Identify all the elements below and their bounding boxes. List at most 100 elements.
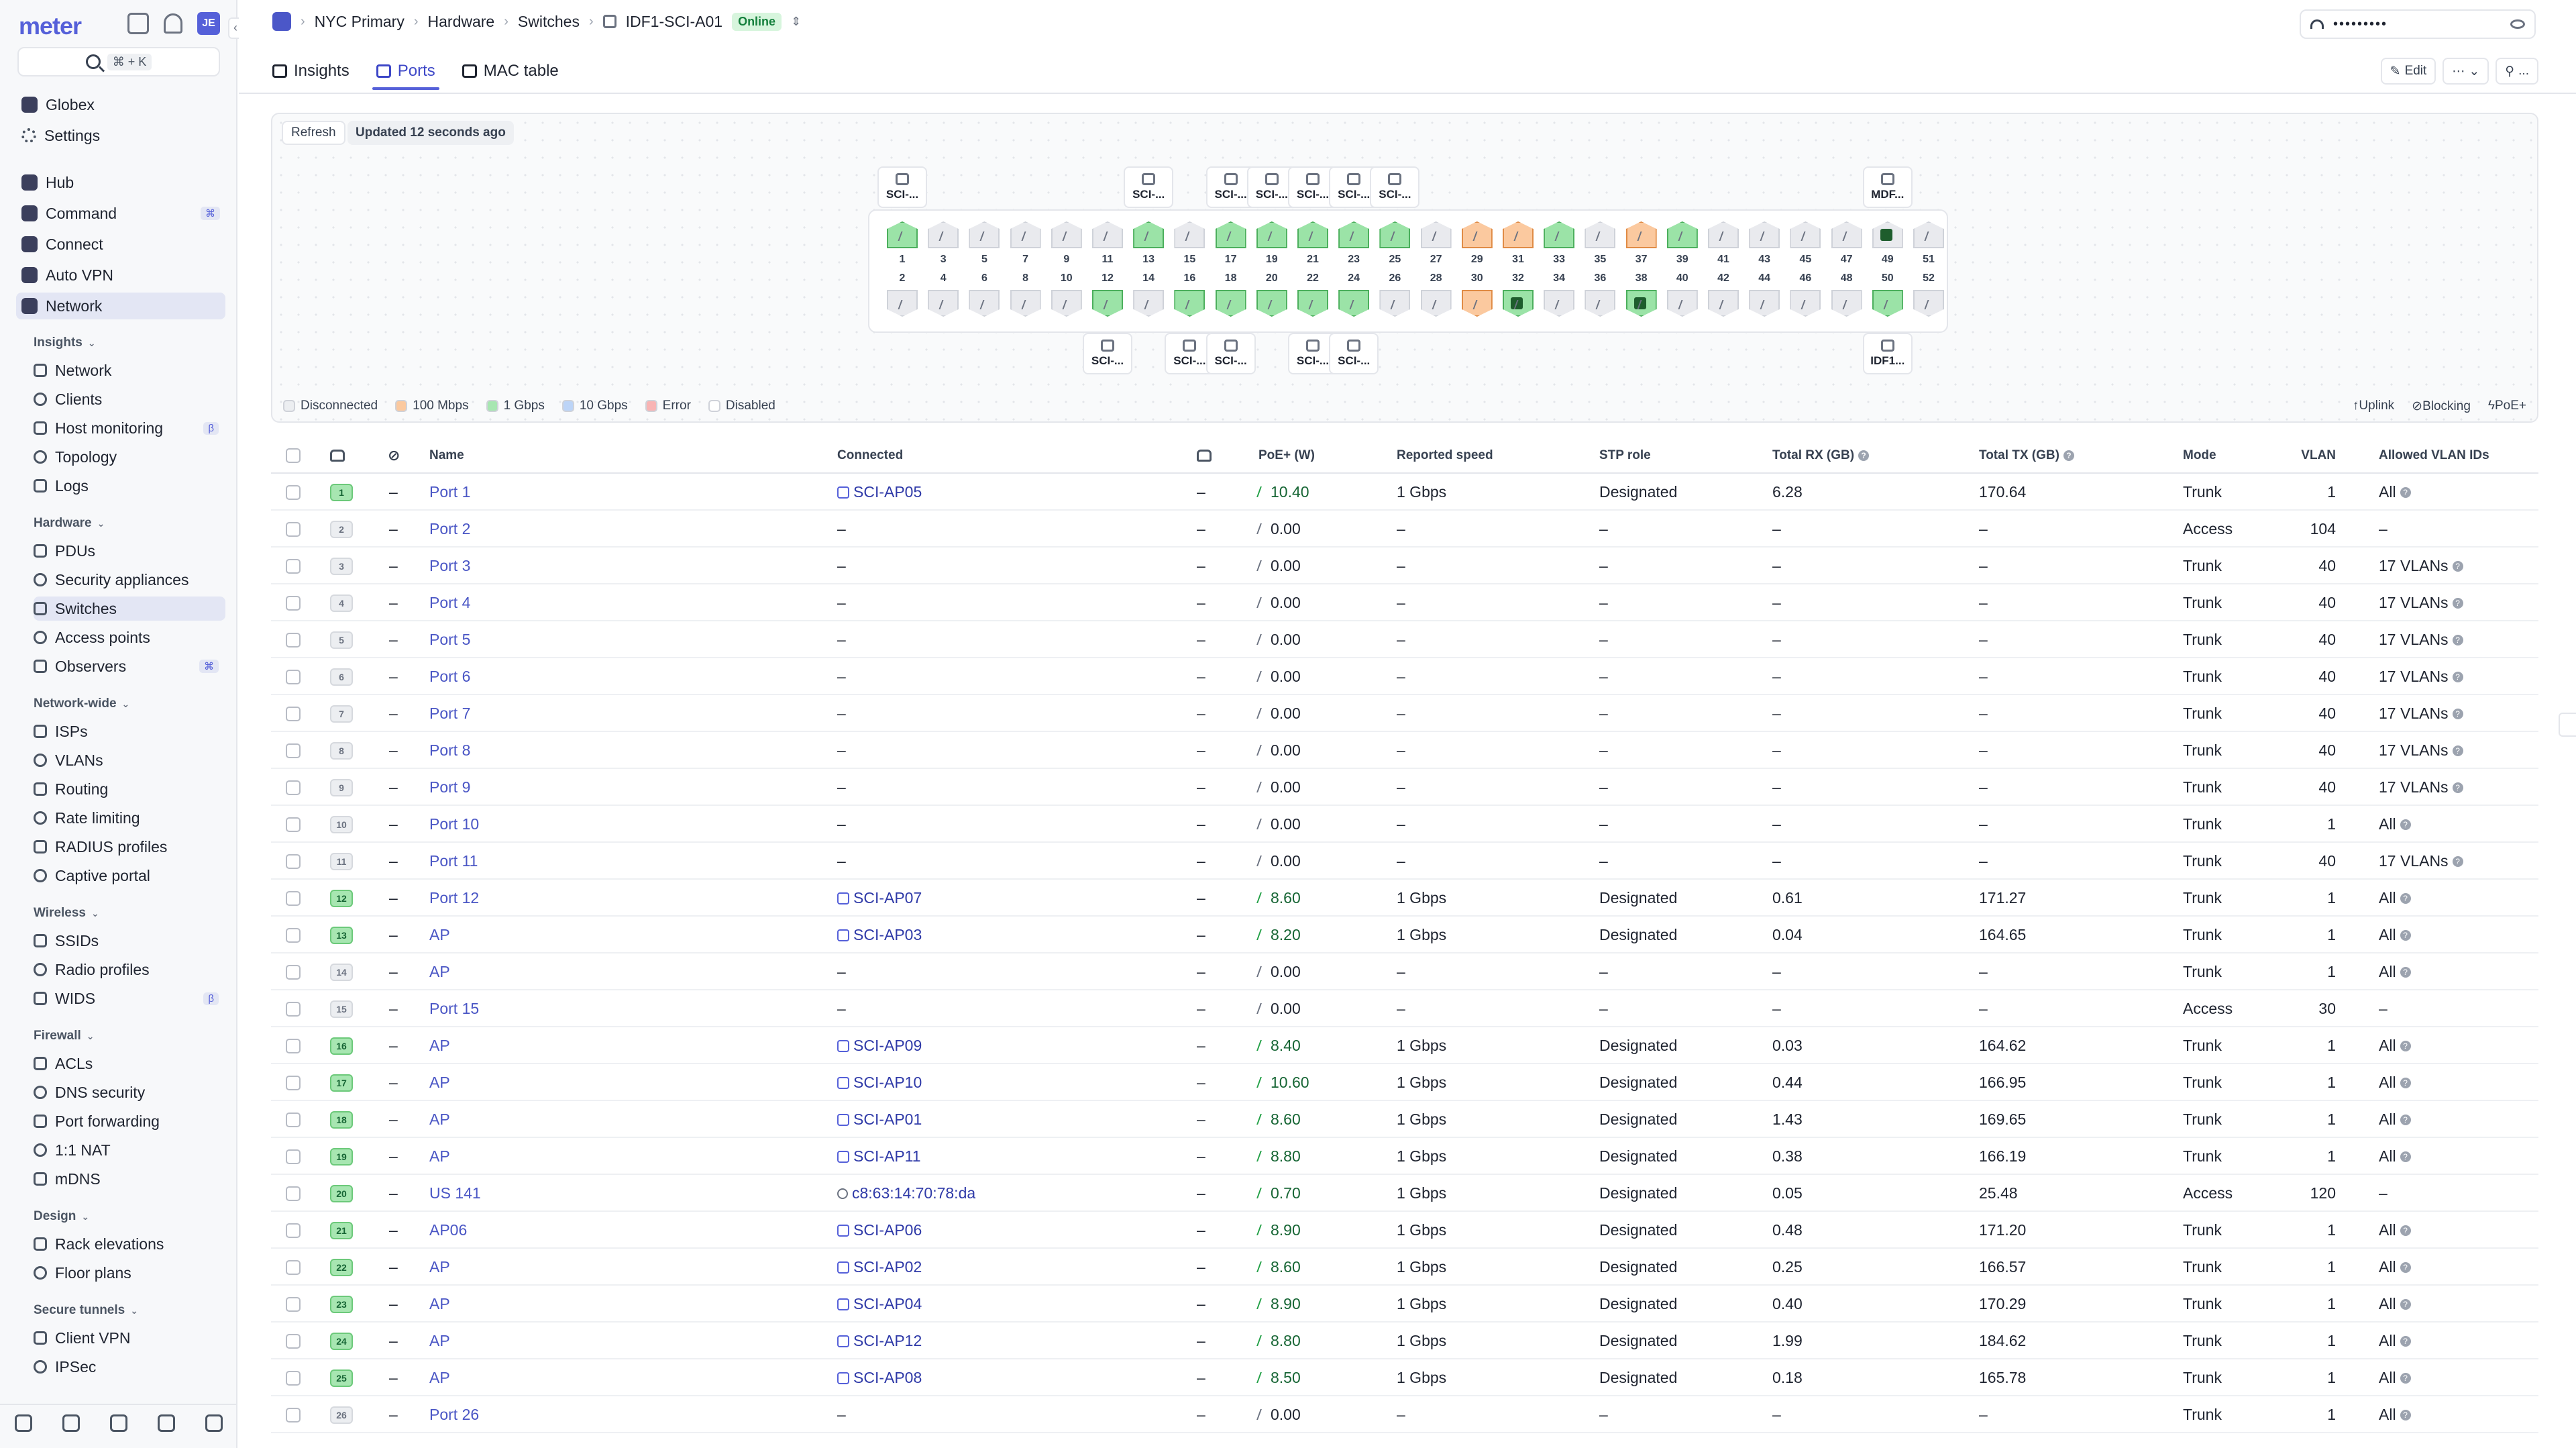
sidebar-item-clients[interactable]: Clients — [34, 387, 225, 411]
sidebar-item-ssids[interactable]: SSIDs — [34, 929, 225, 953]
info-icon[interactable]: ? — [2452, 560, 2463, 572]
terminal-icon[interactable] — [205, 1414, 223, 1432]
port-name-link[interactable]: AP — [429, 1369, 450, 1386]
connected-device-card[interactable]: SCI-... — [1124, 166, 1174, 208]
table-row[interactable]: 21 – AP06 SCI-AP06 – 8.90 1 Gbps Designated 0.48… — [271, 1212, 2538, 1249]
eye-icon[interactable] — [2510, 19, 2525, 29]
table-row[interactable]: 5 – Port 5 – – 0.00 – – – – Trunk 40 17 VLANs? — [271, 621, 2538, 658]
section-firewall[interactable]: Firewall ⌄ — [34, 1029, 94, 1043]
info-icon[interactable]: ? — [2452, 782, 2463, 793]
row-checkbox[interactable] — [286, 1186, 301, 1201]
sidebar-item-rate-limiting[interactable]: Rate limiting — [34, 806, 225, 830]
table-row[interactable]: 4 – Port 4 – – 0.00 – – – – Trunk 40 17 VLANs? — [271, 584, 2538, 621]
sidebar-item-isps[interactable]: ISPs — [34, 719, 225, 743]
row-checkbox[interactable] — [286, 595, 301, 611]
connected-device-link[interactable]: SCI-AP04 — [837, 1295, 922, 1313]
row-checkbox[interactable] — [286, 964, 301, 980]
table-row[interactable]: 7 – Port 7 – – 0.00 – – – – Trunk 40 17 VLANs? — [271, 695, 2538, 732]
connected-device-card[interactable]: SCI-... — [1329, 333, 1379, 374]
info-icon[interactable]: ? — [2400, 1261, 2411, 1273]
sidebar-item-vpn[interactable]: Auto VPN — [16, 262, 225, 289]
port-name-link[interactable]: Port 2 — [429, 520, 471, 537]
meter-logo[interactable]: meter — [19, 12, 82, 40]
rocket-icon[interactable] — [15, 1414, 33, 1432]
table-row[interactable]: 8 – Port 8 – – 0.00 – – – – Trunk 40 17 VLANs? — [271, 732, 2538, 769]
select-all-checkbox[interactable] — [286, 448, 301, 463]
search-button[interactable]: ⌘ + K — [17, 47, 220, 76]
port-name-link[interactable]: Port 12 — [429, 889, 480, 907]
table-row[interactable]: 23 – AP SCI-AP04 – 8.90 1 Gbps Designated 0.40 17… — [271, 1286, 2538, 1323]
connected-device-link[interactable]: SCI-AP06 — [837, 1221, 922, 1239]
section-network-wide[interactable]: Network-wide ⌄ — [34, 696, 129, 711]
row-checkbox[interactable] — [286, 1333, 301, 1349]
row-checkbox[interactable] — [286, 1370, 301, 1386]
port-name-link[interactable]: Port 7 — [429, 705, 471, 722]
sidebar-item-command[interactable]: Command ⌘ — [16, 200, 225, 227]
sidebar-item-captive-portal[interactable]: Captive portal — [34, 864, 225, 888]
column-header-conn[interactable]: Connected — [837, 437, 903, 474]
info-icon[interactable]: ? — [2400, 1225, 2411, 1236]
row-checkbox[interactable] — [286, 1001, 301, 1017]
connected-device-link[interactable]: SCI-AP11 — [837, 1147, 921, 1166]
quick-action-button[interactable]: ⚲... — [2496, 58, 2538, 85]
side-panel-toggle[interactable] — [2559, 713, 2576, 737]
column-header-stp[interactable]: STP role — [1599, 437, 1651, 474]
sidebar-item-pdus[interactable]: PDUs — [34, 539, 225, 563]
table-row[interactable]: 11 – Port 11 – – 0.00 – – – – Trunk 40 17 VLANs? — [271, 843, 2538, 880]
info-icon[interactable]: ? — [2400, 1151, 2411, 1162]
table-row[interactable]: 6 – Port 6 – – 0.00 – – – – Trunk 40 17 VLANs? — [271, 658, 2538, 695]
table-row[interactable]: 18 – AP SCI-AP01 – 8.60 1 Gbps Designated 1.43 16… — [271, 1101, 2538, 1138]
info-icon[interactable]: ? — [2400, 1335, 2411, 1347]
row-checkbox[interactable] — [286, 780, 301, 795]
info-icon[interactable]: ? — [2452, 634, 2463, 645]
sidebar-item-dns-security[interactable]: DNS security — [34, 1080, 225, 1104]
apps-icon[interactable] — [127, 13, 149, 34]
info-icon[interactable]: ? — [2452, 745, 2463, 756]
sidebar-item-network[interactable]: Network — [16, 293, 225, 319]
row-checkbox[interactable] — [286, 521, 301, 537]
section-insights[interactable]: Insights ⌄ — [34, 335, 96, 350]
row-checkbox[interactable] — [286, 558, 301, 574]
port-name-link[interactable]: Port 10 — [429, 815, 480, 833]
sidebar-item-hub[interactable]: Hub — [16, 169, 225, 196]
row-checkbox[interactable] — [286, 927, 301, 943]
info-icon[interactable]: ? — [2400, 1372, 2411, 1384]
tab-insights[interactable]: Insights — [272, 52, 350, 90]
table-row[interactable]: 13 – AP SCI-AP03 – 8.20 1 Gbps Designated 0.04 16… — [271, 917, 2538, 953]
info-icon[interactable]: ? — [2452, 856, 2463, 867]
info-icon[interactable]: ? — [2400, 1298, 2411, 1310]
row-checkbox[interactable] — [286, 1112, 301, 1127]
connected-device-link[interactable]: SCI-AP10 — [837, 1074, 922, 1092]
sidebar-item-rack-elevations[interactable]: Rack elevations — [34, 1232, 225, 1256]
sidebar-item-host-monitoring[interactable]: Host monitoring β — [34, 416, 225, 440]
port-name-link[interactable]: Port 11 — [429, 852, 478, 870]
row-checkbox[interactable] — [286, 1407, 301, 1423]
row-checkbox[interactable] — [286, 1038, 301, 1053]
port-name-link[interactable]: AP — [429, 1037, 450, 1054]
row-checkbox[interactable] — [286, 1149, 301, 1164]
port-name-link[interactable]: AP — [429, 1110, 450, 1128]
info-icon[interactable]: ? — [2400, 1114, 2411, 1125]
avatar[interactable]: JE — [197, 12, 220, 35]
sidebar-item-acls[interactable]: ACLs — [34, 1051, 225, 1076]
connected-device-card[interactable]: MDF... — [1862, 166, 1913, 208]
row-checkbox[interactable] — [286, 1296, 301, 1312]
edit-button[interactable]: ✎ Edit — [2380, 58, 2436, 85]
more-button[interactable]: ⋯ ⌄ — [2443, 58, 2489, 85]
sidebar-item-observers[interactable]: Observers ⌘ — [34, 654, 225, 678]
port-name-link[interactable]: Port 6 — [429, 668, 471, 685]
table-row[interactable]: 1 – Port 1 SCI-AP05 – 10.40 1 Gbps Designated 6.… — [271, 474, 2538, 511]
sidebar-item-topology[interactable]: Topology — [34, 445, 225, 469]
sidebar-item-network[interactable]: Network — [34, 358, 225, 382]
row-checkbox[interactable] — [286, 1075, 301, 1090]
info-icon[interactable]: ? — [2400, 1077, 2411, 1088]
info-icon[interactable]: ? — [2400, 1409, 2411, 1420]
tab-ports[interactable]: Ports — [372, 52, 439, 90]
section-secure-tunnels[interactable]: Secure tunnels ⌄ — [34, 1303, 138, 1318]
port-name-link[interactable]: US 141 — [429, 1184, 481, 1202]
connected-device-link[interactable]: SCI-AP05 — [837, 483, 922, 501]
port-name-link[interactable]: AP — [429, 963, 450, 980]
info-icon[interactable]: ? — [2400, 892, 2411, 904]
column-header-rx[interactable]: Total RX (GB)? — [1772, 437, 1870, 474]
row-checkbox[interactable] — [286, 743, 301, 758]
